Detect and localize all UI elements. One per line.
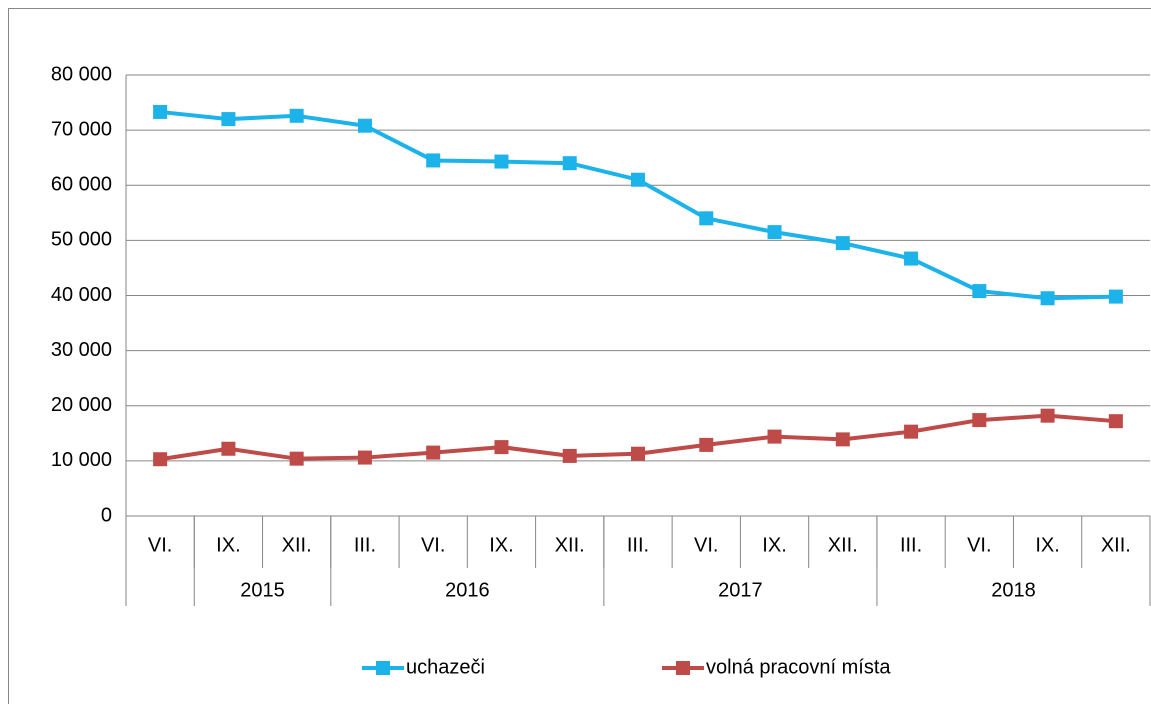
- data-point: [563, 156, 577, 170]
- data-point: [153, 452, 167, 466]
- y-tick-label: 0: [101, 504, 112, 526]
- legend-label: volná pracovní místa: [706, 656, 891, 678]
- x-tick-label: IX.: [1035, 534, 1059, 556]
- data-point: [426, 446, 440, 460]
- data-point: [836, 236, 850, 250]
- data-point: [972, 413, 986, 427]
- data-point: [904, 425, 918, 439]
- data-point: [699, 438, 713, 452]
- data-point: [631, 173, 645, 187]
- legend-marker: [676, 661, 690, 675]
- x-tick-label: III.: [354, 534, 376, 556]
- data-point: [699, 211, 713, 225]
- data-point: [290, 452, 304, 466]
- x-tick-label: XII.: [555, 534, 585, 556]
- group-label: 2017: [718, 579, 763, 601]
- x-tick-label: IX.: [489, 534, 513, 556]
- data-point: [494, 440, 508, 454]
- data-point: [631, 447, 645, 461]
- x-tick-label: VI.: [694, 534, 718, 556]
- y-tick-label: 80 000: [51, 63, 112, 85]
- x-tick-label: VI.: [967, 534, 991, 556]
- data-point: [358, 119, 372, 133]
- x-tick-label: VI.: [421, 534, 445, 556]
- legend-marker: [376, 661, 390, 675]
- data-point: [1041, 291, 1055, 305]
- x-tick-label: XII.: [828, 534, 858, 556]
- data-point: [836, 432, 850, 446]
- data-point: [221, 112, 235, 126]
- legend-label: uchazeči: [406, 656, 485, 678]
- x-tick-label: III.: [900, 534, 922, 556]
- data-point: [972, 284, 986, 298]
- data-point: [1109, 290, 1123, 304]
- y-tick-label: 70 000: [51, 118, 112, 140]
- y-tick-label: 30 000: [51, 339, 112, 361]
- x-tick-label: III.: [627, 534, 649, 556]
- y-tick-label: 40 000: [51, 284, 112, 306]
- x-tick-label: IX.: [216, 534, 240, 556]
- data-point: [153, 105, 167, 119]
- group-label: 2015: [240, 579, 285, 601]
- x-tick-label: VI.: [148, 534, 172, 556]
- y-tick-label: 60 000: [51, 174, 112, 196]
- group-label: 2016: [445, 579, 490, 601]
- x-tick-label: XII.: [1101, 534, 1131, 556]
- x-tick-label: XII.: [282, 534, 312, 556]
- data-point: [768, 430, 782, 444]
- x-tick-label: IX.: [762, 534, 786, 556]
- data-point: [494, 155, 508, 169]
- data-point: [563, 449, 577, 463]
- y-tick-label: 10 000: [51, 449, 112, 471]
- data-point: [904, 252, 918, 266]
- data-point: [1109, 414, 1123, 428]
- data-point: [426, 153, 440, 167]
- series-line: [160, 112, 1116, 298]
- data-point: [221, 442, 235, 456]
- group-label: 2018: [991, 579, 1036, 601]
- data-point: [290, 109, 304, 123]
- data-point: [768, 225, 782, 239]
- data-point: [358, 451, 372, 465]
- y-tick-label: 20 000: [51, 394, 112, 416]
- y-tick-label: 50 000: [51, 229, 112, 251]
- data-point: [1041, 409, 1055, 423]
